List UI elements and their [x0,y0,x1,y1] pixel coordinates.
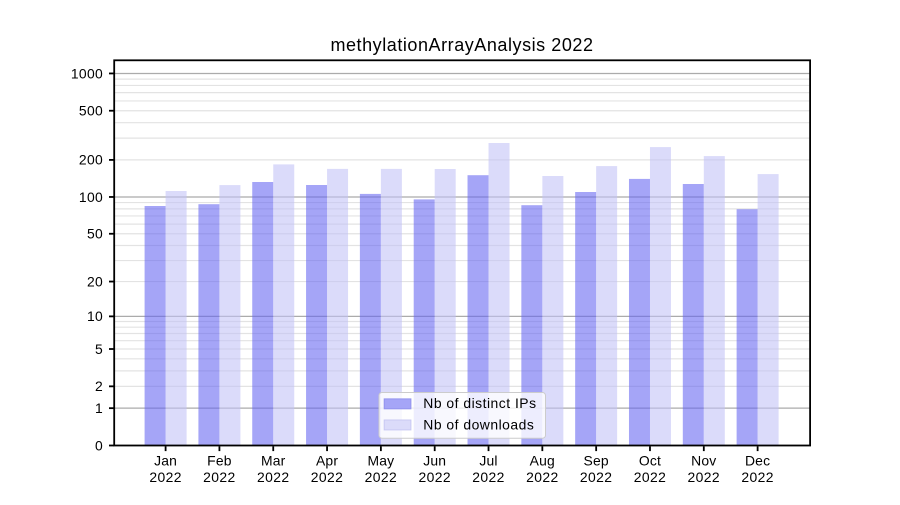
svg-text:2022: 2022 [688,469,721,485]
svg-text:Jun: Jun [423,452,446,468]
svg-text:Nb of downloads: Nb of downloads [423,417,534,433]
svg-text:Dec: Dec [745,452,770,468]
svg-text:2022: 2022 [203,469,236,485]
svg-text:50: 50 [87,226,103,242]
svg-text:100: 100 [79,189,103,205]
svg-text:May: May [367,452,394,468]
svg-text:2022: 2022 [149,469,182,485]
svg-text:1000: 1000 [71,65,103,81]
svg-text:200: 200 [79,152,103,168]
svg-text:2022: 2022 [311,469,344,485]
svg-text:Oct: Oct [639,452,661,468]
svg-text:Jul: Jul [479,452,497,468]
svg-text:2022: 2022 [418,469,451,485]
svg-text:Feb: Feb [207,452,232,468]
svg-text:Apr: Apr [316,452,338,468]
svg-text:0: 0 [95,437,103,453]
svg-text:2022: 2022 [365,469,398,485]
svg-text:2022: 2022 [580,469,613,485]
svg-text:10: 10 [87,308,103,324]
svg-text:500: 500 [79,103,103,119]
svg-text:Mar: Mar [261,452,286,468]
svg-text:2022: 2022 [257,469,290,485]
svg-text:2022: 2022 [741,469,774,485]
svg-text:Jan: Jan [154,452,177,468]
svg-text:Nov: Nov [691,452,716,468]
svg-text:2: 2 [95,378,103,394]
svg-text:2022: 2022 [526,469,559,485]
svg-text:methylationArrayAnalysis 2022: methylationArrayAnalysis 2022 [330,35,593,55]
svg-text:Nb of distinct IPs: Nb of distinct IPs [423,395,536,411]
svg-text:2022: 2022 [634,469,667,485]
svg-text:Aug: Aug [530,452,555,468]
svg-text:5: 5 [95,341,103,357]
svg-text:20: 20 [87,273,103,289]
svg-text:Sep: Sep [583,452,608,468]
svg-text:2022: 2022 [472,469,505,485]
svg-text:1: 1 [95,400,103,416]
